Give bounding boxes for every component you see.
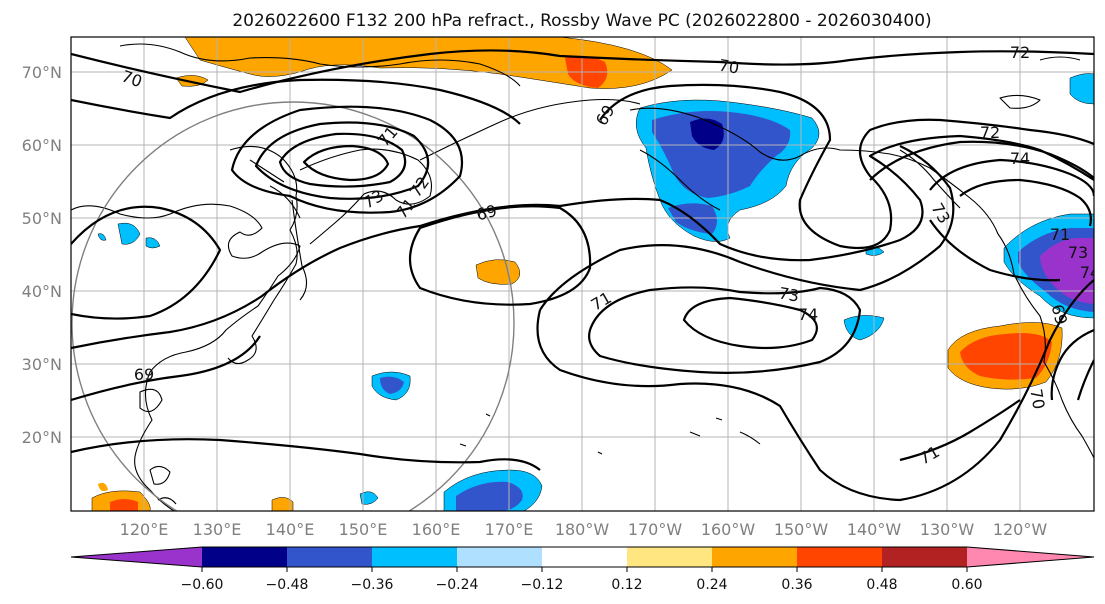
map-title: 2026022600 F132 200 hPa refract., Rossby… xyxy=(232,11,931,31)
positive-anomaly-area xyxy=(110,499,138,511)
lon-label: 120°E xyxy=(120,520,169,539)
contour-label: 74 xyxy=(1010,149,1030,168)
colorbar-tick-label: −0.12 xyxy=(521,577,564,593)
contour-label: 70 xyxy=(1026,387,1048,410)
lon-label: 150°E xyxy=(339,520,388,539)
negative-anomaly-area xyxy=(1069,73,1094,105)
colorbar-tick-label: 0.24 xyxy=(696,577,727,593)
colorbar-tick-label: −0.60 xyxy=(181,577,224,593)
colorbar-segment xyxy=(71,547,202,567)
refractivity-contours xyxy=(71,49,1094,502)
lon-label: 140°W xyxy=(847,520,902,539)
colorbar-tick-label: 0.36 xyxy=(781,577,812,593)
negative-anomaly-area xyxy=(1040,238,1094,304)
lon-label: 130°E xyxy=(193,520,242,539)
colorbar-segment xyxy=(627,547,712,567)
lon-label: 180°W xyxy=(555,520,610,539)
colorbar-ticks xyxy=(201,567,968,572)
lat-label: 40°N xyxy=(22,282,62,301)
contour-label: 70 xyxy=(717,55,740,77)
contour-label: 73 xyxy=(1068,243,1088,262)
negative-anomaly-area xyxy=(145,237,161,249)
lon-label: 170°E xyxy=(485,520,534,539)
colorbar-tick-label: −0.48 xyxy=(266,577,309,593)
range-circle xyxy=(71,101,515,511)
lon-label: 130°W xyxy=(920,520,975,539)
lon-label: 160°E xyxy=(412,520,461,539)
lat-label: 60°N xyxy=(22,136,62,155)
lon-label: 140°E xyxy=(266,520,315,539)
lat-label: 50°N xyxy=(22,209,62,228)
colorbar-tick-label: 0.60 xyxy=(951,577,982,593)
colorbar-segment xyxy=(372,547,457,567)
map-panel[interactable]: 70 70 72 72 74 71 73 72 71 69 69 73 71 7… xyxy=(70,36,1100,544)
positive-anomaly-area xyxy=(475,259,520,285)
latitude-axis: 70°N 60°N 50°N 40°N 30°N 20°N xyxy=(22,63,62,447)
lon-label: 150°W xyxy=(774,520,829,539)
lat-label: 70°N xyxy=(22,63,62,82)
colorbar-segment xyxy=(967,547,1094,567)
colorbar-tick-label: −0.24 xyxy=(436,577,479,593)
positive-anomaly-area xyxy=(960,333,1052,380)
colorbar-segment xyxy=(797,547,882,567)
contour-label: 73 xyxy=(777,283,800,305)
colorbar-segment xyxy=(882,547,967,567)
contour-label: 72 xyxy=(980,123,1000,142)
contour-label: 74 xyxy=(1080,263,1100,282)
contour-label: 72 xyxy=(1010,43,1030,62)
contour-label: 74 xyxy=(798,305,818,324)
longitude-axis: 120°E 130°E 140°E 150°E 160°E 170°E 180°… xyxy=(120,520,1048,539)
colorbar-tick-label: −0.36 xyxy=(351,577,394,593)
positive-anomaly-area xyxy=(184,37,673,89)
lon-label: 170°W xyxy=(628,520,683,539)
negative-anomaly-area xyxy=(97,233,107,241)
contour-label: 69 xyxy=(134,365,154,384)
contour-label: 69 xyxy=(1048,302,1072,327)
colorbar-segment xyxy=(712,547,797,567)
positive-anomaly-area xyxy=(271,497,294,511)
colorbar-tick-label: 0.12 xyxy=(611,577,642,593)
lat-label: 20°N xyxy=(22,428,62,447)
lon-label: 160°W xyxy=(701,520,756,539)
positive-anomaly-area xyxy=(98,482,108,492)
colorbar-segment xyxy=(202,547,287,567)
colorbar-segment xyxy=(457,547,542,567)
contour-label: 71 xyxy=(1050,225,1070,244)
colorbar: −0.60 −0.48 −0.36 −0.24 −0.12 0.12 0.24 … xyxy=(70,546,1095,593)
negative-anomaly-area xyxy=(359,491,379,505)
map-frame xyxy=(70,36,1095,512)
negative-anomaly-area xyxy=(456,481,523,511)
colorbar-tick-label: 0.48 xyxy=(866,577,897,593)
lat-label: 30°N xyxy=(22,355,62,374)
negative-anomaly-area xyxy=(117,222,141,245)
negative-anomaly-area xyxy=(690,118,724,150)
colorbar-segment xyxy=(542,547,627,567)
negative-anomaly-area xyxy=(652,111,791,198)
contour-label: 69 xyxy=(474,201,499,225)
colorbar-segment xyxy=(287,547,372,567)
coastlines xyxy=(71,43,1094,511)
lon-label: 120°W xyxy=(993,520,1048,539)
negative-anomaly-area xyxy=(380,376,404,394)
